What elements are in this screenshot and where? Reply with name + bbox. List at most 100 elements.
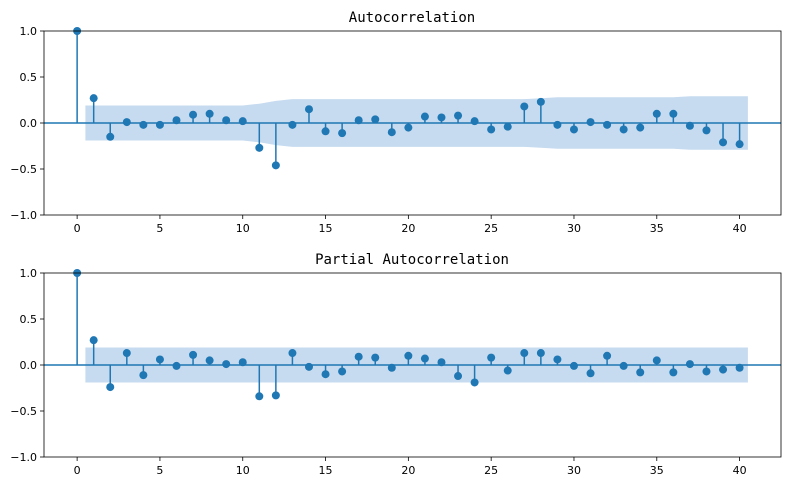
pacf-xtick-label: 40	[733, 464, 747, 477]
pacf-ytick-label: −1.0	[10, 451, 37, 464]
pacf-xtick-label: 10	[236, 464, 250, 477]
pacf-marker-lag-6	[172, 361, 181, 370]
pacf-ytick-label: 1.0	[20, 267, 38, 280]
acf-marker-lag-28	[536, 97, 545, 106]
acf-ytick-label: 0.0	[20, 117, 38, 130]
acf-marker-lag-23	[454, 111, 463, 120]
acf-marker-lag-25	[487, 125, 496, 134]
acf-marker-lag-1	[89, 94, 98, 103]
acf-marker-lag-31	[586, 118, 595, 127]
pacf-marker-lag-40	[735, 363, 744, 372]
acf-marker-lag-12	[271, 161, 280, 170]
pacf-marker-lag-28	[536, 349, 545, 358]
acf-xtick-label: 10	[236, 222, 250, 235]
acf-xtick-label: 40	[733, 222, 747, 235]
acf-marker-lag-3	[122, 118, 131, 127]
pacf-marker-lag-16	[338, 367, 347, 376]
pacf-marker-lag-5	[155, 355, 164, 364]
acf-marker-lag-33	[619, 125, 628, 134]
acf-xtick-label: 25	[484, 222, 498, 235]
acf-marker-lag-40	[735, 140, 744, 149]
acf-marker-lag-6	[172, 116, 181, 125]
pacf-marker-lag-7	[189, 350, 198, 359]
pacf-xtick-label: 5	[156, 464, 163, 477]
acf-ytick-label: −0.5	[10, 163, 37, 176]
acf-xtick-label: 5	[156, 222, 163, 235]
acf-marker-lag-8	[205, 109, 214, 118]
pacf-marker-lag-35	[652, 356, 661, 365]
acf-marker-lag-17	[354, 116, 363, 125]
pacf-marker-lag-34	[636, 368, 645, 377]
pacf-marker-lag-27	[520, 349, 529, 358]
pacf-marker-lag-3	[122, 349, 131, 358]
pacf-marker-lag-31	[586, 369, 595, 378]
pacf-marker-lag-39	[719, 365, 728, 374]
acf-marker-lag-7	[189, 110, 198, 119]
acf-marker-lag-13	[288, 120, 297, 129]
acf-marker-lag-18	[371, 115, 380, 124]
acf-ytick-label: 0.5	[20, 71, 38, 84]
acf-marker-lag-24	[470, 117, 479, 126]
acf-marker-lag-27	[520, 102, 529, 111]
acf-marker-lag-14	[304, 105, 313, 114]
acf-marker-lag-30	[569, 125, 578, 134]
acf-xtick-label: 30	[567, 222, 581, 235]
acf-marker-lag-4	[139, 120, 148, 129]
pacf-marker-lag-33	[619, 361, 628, 370]
pacf-marker-lag-29	[553, 355, 562, 364]
acf-xtick-label: 20	[401, 222, 415, 235]
pacf-marker-lag-13	[288, 349, 297, 358]
pacf-marker-lag-1	[89, 336, 98, 345]
pacf-title: Partial Autocorrelation	[315, 252, 509, 268]
pacf-marker-lag-20	[404, 351, 413, 360]
pacf-xtick-label: 20	[401, 464, 415, 477]
pacf-marker-lag-22	[437, 358, 446, 367]
pacf-marker-lag-18	[371, 353, 380, 362]
pacf-marker-lag-24	[470, 378, 479, 387]
acf-xtick-label: 35	[650, 222, 664, 235]
pacf-marker-lag-32	[603, 351, 612, 360]
pacf-xtick-label: 30	[567, 464, 581, 477]
pacf-marker-lag-17	[354, 352, 363, 361]
acf-marker-lag-5	[155, 120, 164, 129]
acf-marker-lag-35	[652, 109, 661, 118]
pacf-panel: Partial Autocorrelation 0 5 10 15 20 25 30 35 40…	[10, 252, 782, 477]
pacf-marker-lag-14	[304, 362, 313, 371]
pacf-marker-lag-2	[106, 383, 115, 392]
acf-marker-lag-26	[503, 122, 512, 131]
pacf-marker-lag-15	[321, 370, 330, 379]
pacf-marker-lag-9	[222, 360, 231, 369]
pacf-marker-lag-37	[685, 360, 694, 369]
pacf-marker-lag-38	[702, 367, 711, 376]
acf-marker-lag-39	[719, 138, 728, 147]
acf-marker-lag-32	[603, 120, 612, 129]
pacf-ytick-label: 0.5	[20, 313, 38, 326]
acf-xtick-label: 15	[319, 222, 333, 235]
pacf-marker-lag-23	[454, 372, 463, 381]
pacf-marker-lag-11	[255, 392, 264, 401]
acf-marker-lag-34	[636, 123, 645, 132]
acf-ytick-label: 1.0	[20, 25, 38, 38]
acf-ytick-label: −1.0	[10, 209, 37, 222]
acf-marker-lag-16	[338, 129, 347, 138]
pacf-marker-lag-36	[669, 368, 678, 377]
acf-title: Autocorrelation	[349, 10, 475, 26]
acf-marker-lag-21	[420, 112, 429, 121]
acf-marker-lag-38	[702, 126, 711, 135]
acf-marker-lag-37	[685, 121, 694, 130]
pacf-ytick-label: 0.0	[20, 359, 38, 372]
pacf-marker-lag-19	[387, 363, 396, 372]
pacf-xtick-label: 15	[319, 464, 333, 477]
acf-marker-lag-36	[669, 109, 678, 118]
pacf-marker-lag-25	[487, 353, 496, 362]
pacf-xtick-label: 35	[650, 464, 664, 477]
acf-marker-lag-22	[437, 113, 446, 122]
pacf-xtick-label: 0	[74, 464, 81, 477]
acf-panel: Autocorrelation 0 5 10 15 20 25 30 35 40 1.0 0.5 0.…	[10, 10, 782, 235]
acf-marker-lag-15	[321, 127, 330, 136]
acf-marker-lag-10	[238, 117, 247, 126]
acf-marker-lag-11	[255, 143, 264, 152]
pacf-marker-lag-26	[503, 366, 512, 375]
pacf-marker-lag-12	[271, 391, 280, 400]
